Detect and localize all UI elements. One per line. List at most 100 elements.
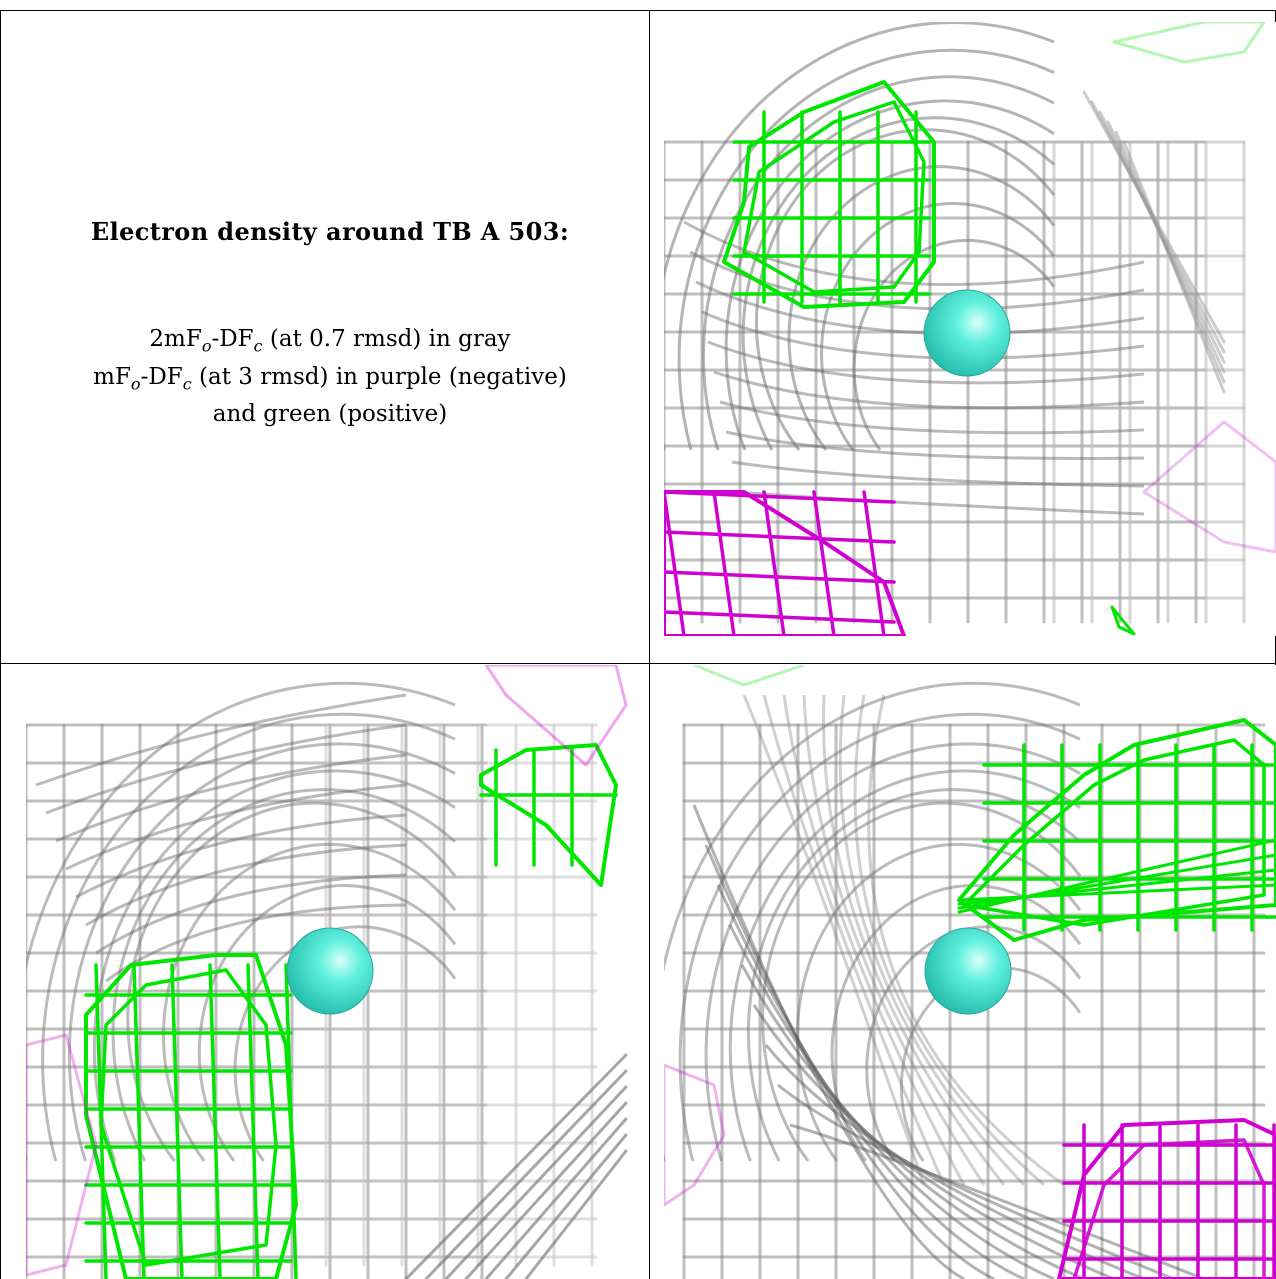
- negative-density-contour: [26, 1033, 98, 1277]
- positive-density-edge: [246, 963, 260, 1279]
- gray-mesh-curve: [664, 22, 1055, 450]
- gray-mesh-curve: [67, 742, 456, 1162]
- gray-mesh-curve: [782, 694, 966, 1186]
- caption-title: Electron density around TB A 503:: [90, 217, 570, 246]
- gray-mesh-curve: [689, 250, 1145, 311]
- positive-density-contour: [962, 738, 1266, 927]
- gray-mesh-curve: [126, 801, 457, 1162]
- positive-density-contour: [693, 665, 805, 687]
- gray-mesh-curve: [724, 99, 1055, 451]
- gray-mesh-curve: [704, 742, 1081, 1162]
- table-border-center: [649, 10, 650, 1279]
- gray-mesh-curve: [764, 1044, 1145, 1279]
- positive-density-edge: [94, 963, 108, 1279]
- gray-mesh-curve: [742, 694, 926, 1186]
- negative-density-contour: [664, 1063, 726, 1207]
- gray-mesh-curve: [762, 694, 946, 1186]
- caption-cell: Electron density around TB A 503: 2mFo-D…: [12, 12, 648, 662]
- gray-mesh-curve: [45, 723, 407, 815]
- gray-mesh-curve: [752, 1004, 1115, 1279]
- tb-atom-sphere: [924, 927, 1012, 1015]
- gray-mesh-curve: [704, 844, 995, 1279]
- gray-mesh-curve: [740, 964, 1085, 1279]
- mesh-render-2: [26, 665, 628, 1279]
- negative-density-edge: [862, 490, 886, 636]
- gray-mesh-curve: [664, 681, 1081, 1161]
- negative-density-edge: [762, 490, 786, 636]
- legend-line-2fo-fc: 2mFo-DFc (at 0.7 rmsd) in gray: [149, 326, 511, 356]
- gray-mesh-curve: [92, 769, 456, 1162]
- density-view-bottom-left: [26, 665, 636, 1279]
- negative-density-contour: [484, 665, 628, 767]
- gray-mesh-curve: [683, 220, 1145, 286]
- gray-mesh-curve: [789, 1123, 1205, 1279]
- legend-line-green: and green (positive): [212, 401, 448, 428]
- positive-density-contour: [957, 718, 1276, 942]
- mesh-render-3: [664, 665, 1276, 1279]
- tb-atom-sphere: [923, 289, 1011, 377]
- gray-mesh-curve: [162, 842, 457, 1162]
- gray-mesh-curve: [741, 116, 1055, 451]
- gray-mesh-edge: [444, 1085, 628, 1279]
- gray-mesh-curve: [747, 788, 1082, 1162]
- negative-density-edge: [812, 490, 836, 636]
- gray-mesh-curve: [853, 694, 1045, 1187]
- gray-mesh-curve: [85, 843, 407, 927]
- gray-mesh-curve: [761, 801, 1082, 1162]
- gray-mesh-curve: [777, 1083, 1175, 1279]
- legend-line-fo-fc: mFo-DFc (at 3 rmsd) in purple (negative): [93, 363, 567, 394]
- density-view-top-right: [664, 22, 1276, 636]
- positive-density-contour: [1110, 605, 1136, 636]
- positive-density-contour: [1112, 22, 1266, 64]
- gray-mesh-curve: [65, 783, 407, 871]
- gray-mesh-curve: [233, 925, 457, 1162]
- positive-density-edge: [132, 963, 146, 1279]
- gray-mesh-curve: [701, 75, 1055, 451]
- gray-mesh-curve: [197, 884, 457, 1162]
- gray-mesh-curve: [728, 924, 1055, 1279]
- negative-density-contour: [1072, 1138, 1266, 1279]
- negative-density-edge: [712, 490, 736, 636]
- gray-mesh-curve: [707, 340, 1145, 385]
- table-border-left: [0, 10, 1, 1279]
- gray-mesh-curve: [75, 813, 407, 899]
- negative-density-edge: [664, 610, 896, 624]
- gray-mesh-curve: [719, 400, 1145, 435]
- negative-density-edge: [664, 570, 896, 584]
- gray-mesh-curve: [737, 490, 1145, 516]
- gray-mesh-curve: [95, 873, 407, 955]
- gray-mesh-curve: [713, 370, 1145, 410]
- gray-mesh-curve: [716, 884, 1025, 1279]
- gray-mesh-curve: [41, 712, 456, 1162]
- caption-legend: 2mFo-DFc (at 0.7 rmsd) in gray mFo-DFc (…: [93, 324, 567, 430]
- gray-mesh-curve: [678, 712, 1081, 1162]
- gray-mesh-curve: [35, 693, 407, 787]
- gray-mesh-curve: [677, 48, 1055, 451]
- table-border-middle: [0, 663, 1276, 664]
- gray-mesh-curve: [754, 128, 1056, 451]
- gray-mesh-edge: [504, 1133, 628, 1279]
- negative-density-edge: [664, 530, 896, 544]
- gray-mesh-edge: [484, 1117, 628, 1279]
- gray-mesh-curve: [802, 694, 986, 1186]
- gray-mesh-curve: [55, 753, 407, 843]
- gray-mesh-curve: [692, 804, 965, 1279]
- gray-mesh-curve: [795, 842, 1082, 1162]
- tb-atom-sphere: [286, 927, 374, 1015]
- gray-mesh-edge: [464, 1101, 628, 1279]
- gray-mesh-curve: [822, 694, 1006, 1186]
- negative-density-edge: [664, 490, 896, 504]
- mesh-render-1: [664, 22, 1276, 636]
- gray-mesh-curve: [838, 694, 1026, 1187]
- gray-mesh-curve: [865, 925, 1082, 1162]
- density-view-bottom-right: [664, 665, 1276, 1279]
- gray-mesh-curve: [111, 788, 457, 1162]
- gray-mesh-curve: [26, 681, 456, 1161]
- gray-mesh-edge: [404, 1053, 628, 1279]
- gray-mesh-curve: [728, 769, 1081, 1162]
- gray-mesh-curve: [867, 694, 1065, 1187]
- positive-density-edge: [284, 963, 298, 1279]
- gray-mesh-edge: [524, 1149, 628, 1279]
- positive-density-edge: [170, 963, 184, 1279]
- positive-density-contour: [84, 953, 298, 1279]
